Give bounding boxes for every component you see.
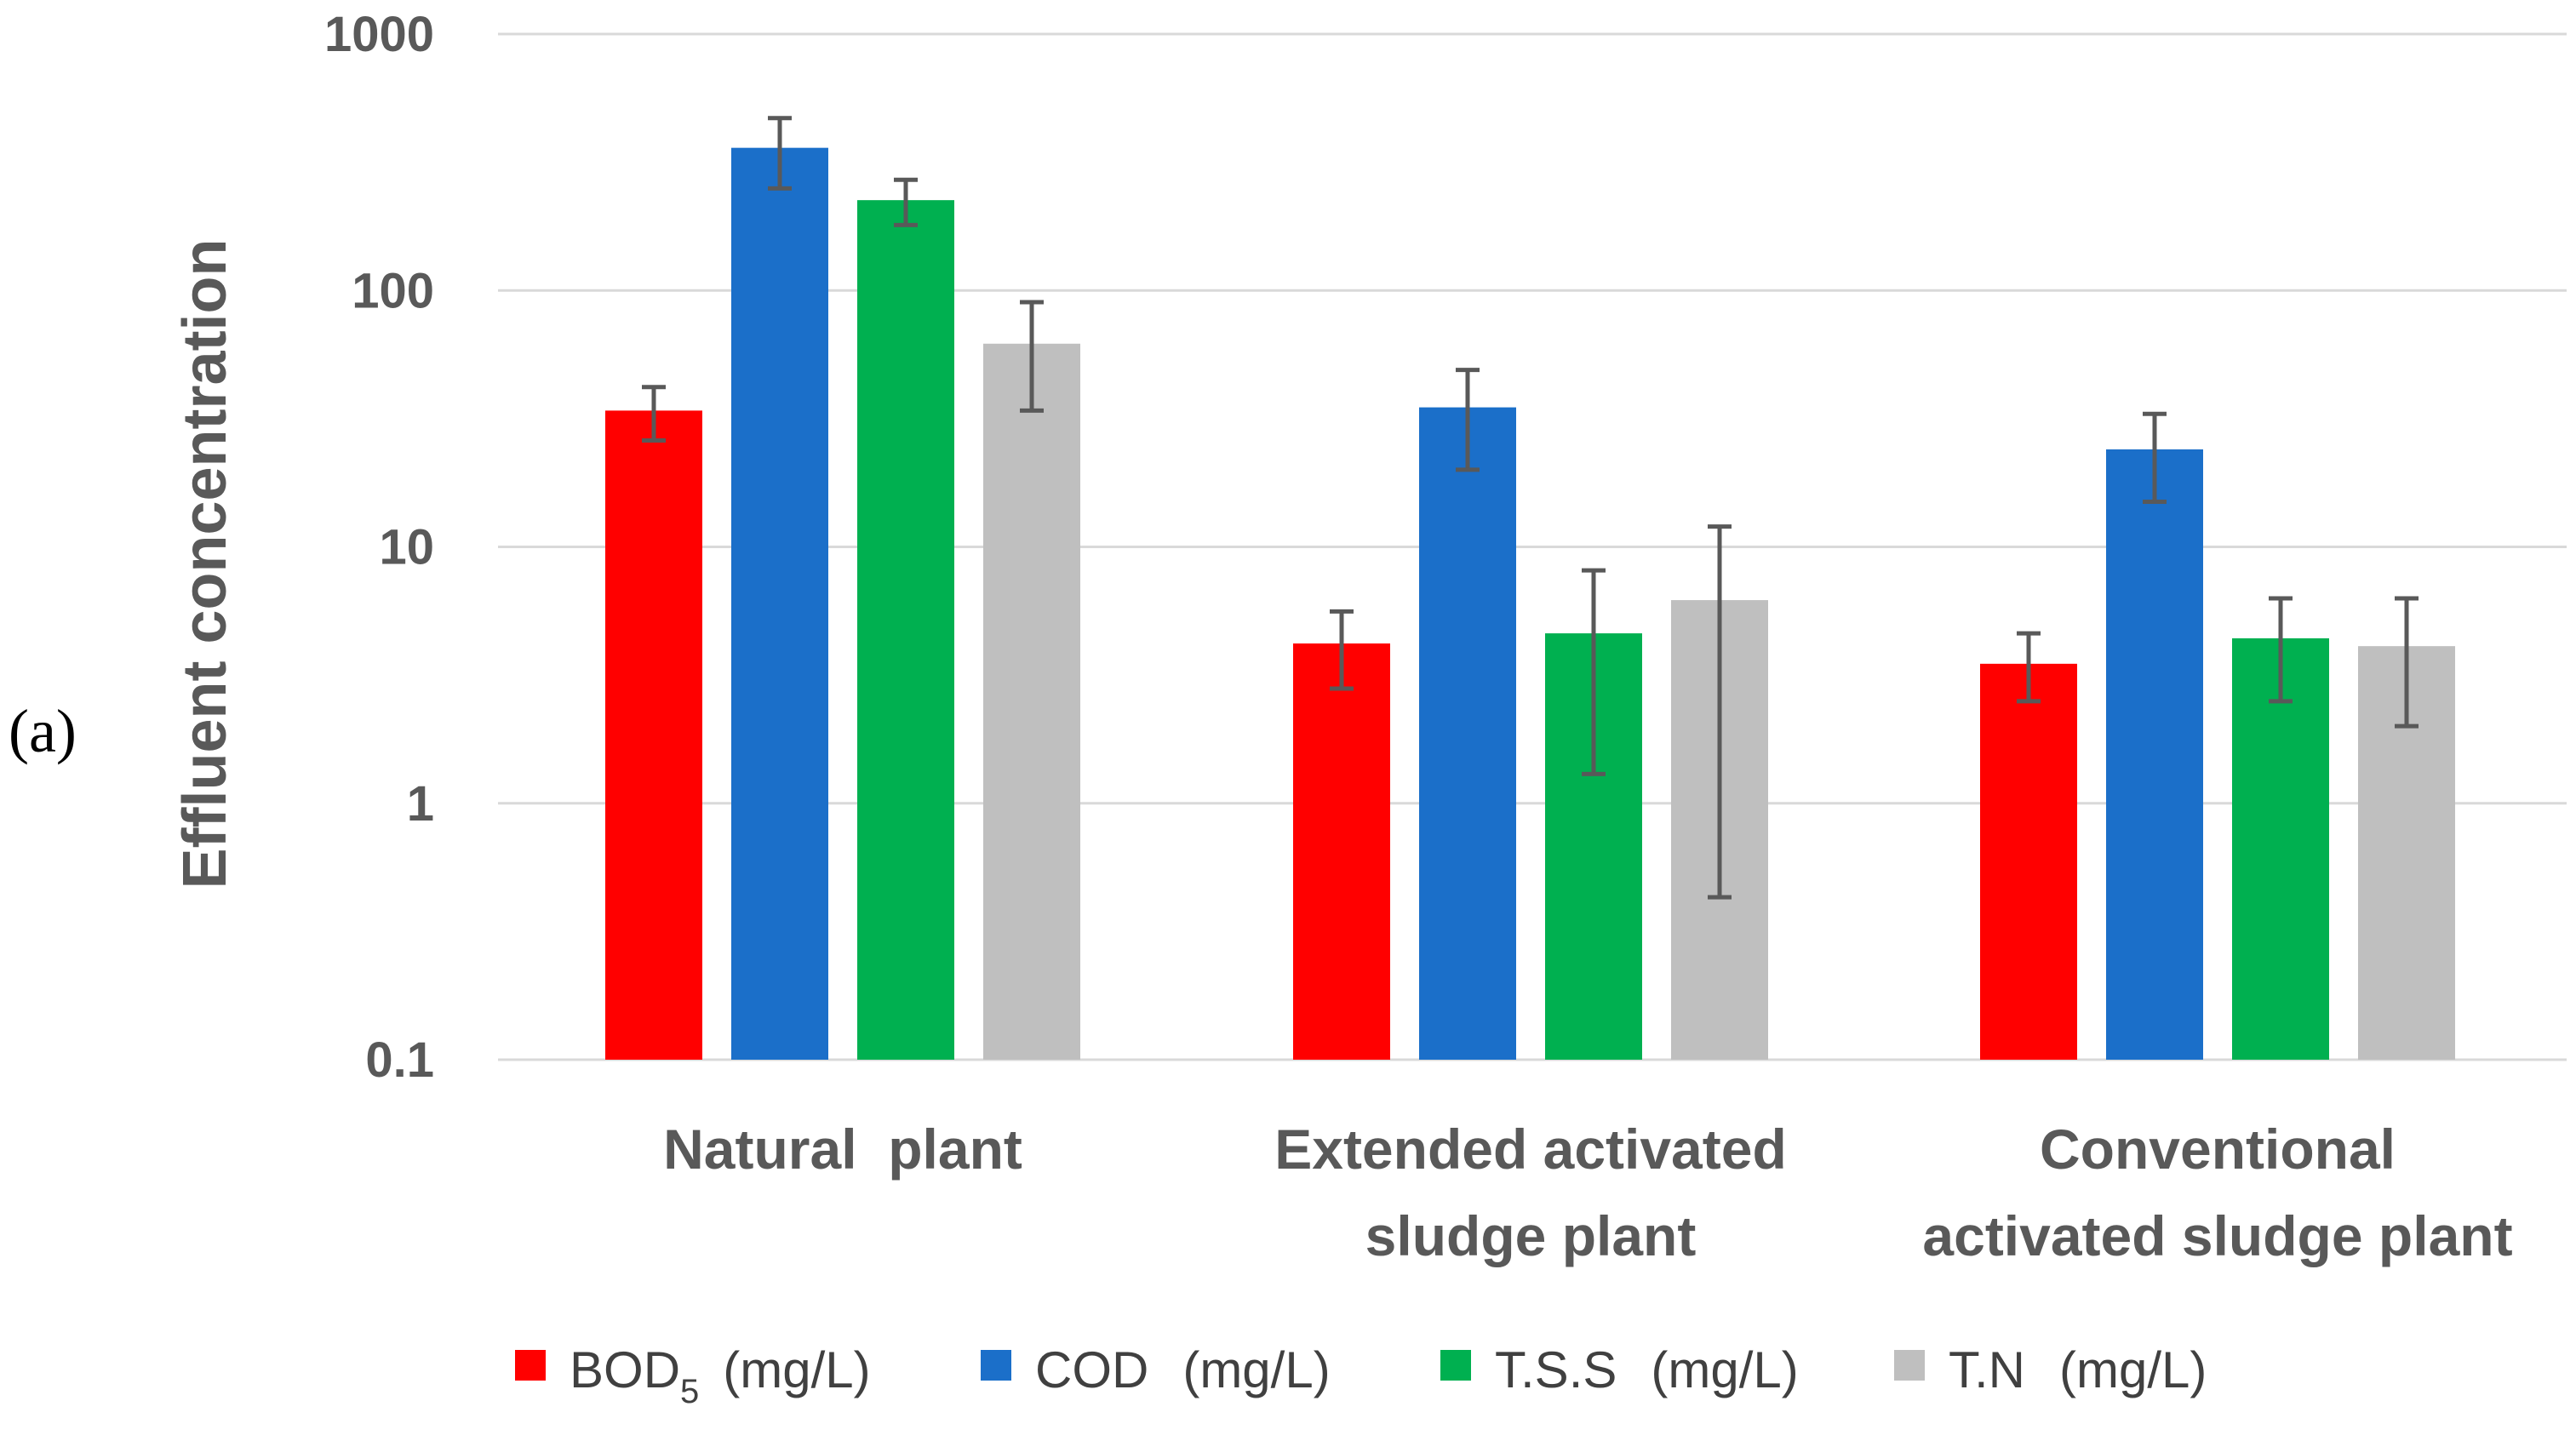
- legend: BOD5 (mg/L) COD (mg/L) T.S.S (mg/L) T.N (mg/L): [515, 1341, 2207, 1410]
- bar-tss-0: [857, 200, 954, 1060]
- y-tick-label: 0.1: [365, 1032, 434, 1088]
- legend-item: BOD5 (mg/L): [515, 1341, 871, 1410]
- category-label: Extended activated: [1274, 1118, 1787, 1181]
- error-bars: [642, 116, 2419, 900]
- bar-bod-2: [1980, 663, 2077, 1060]
- error-bar: [1020, 300, 1044, 413]
- bar-cod-1: [1419, 407, 1516, 1060]
- bar-tn-0: [983, 343, 1080, 1060]
- error-bar: [2269, 596, 2293, 704]
- legend-label: BOD5 (mg/L): [570, 1341, 871, 1410]
- error-bar: [768, 116, 792, 191]
- bar-bod-0: [605, 410, 702, 1060]
- legend-swatch: [1440, 1350, 1471, 1381]
- category-label: activated sludge plant: [1922, 1204, 2512, 1267]
- legend-swatch: [515, 1350, 546, 1381]
- bar-bod-1: [1293, 643, 1390, 1060]
- legend-label: COD (mg/L): [1035, 1341, 1331, 1398]
- panel-label: (a): [9, 697, 77, 765]
- error-bar: [894, 177, 918, 227]
- legend-label: T.N (mg/L): [1949, 1341, 2207, 1398]
- error-bar: [1582, 568, 1606, 776]
- category-label: Natural plant: [663, 1118, 1022, 1181]
- bar-tss-2: [2232, 638, 2329, 1060]
- y-tick-label: 10: [379, 520, 434, 575]
- category-label: sludge plant: [1365, 1204, 1697, 1267]
- error-bar: [2143, 411, 2167, 504]
- y-tick-label: 1000: [324, 7, 434, 62]
- legend-item: T.N (mg/L): [1894, 1341, 2207, 1398]
- error-bar: [1456, 368, 1480, 472]
- legend-label: T.S.S (mg/L): [1495, 1341, 1799, 1398]
- legend-item: COD (mg/L): [981, 1341, 1331, 1398]
- legend-swatch: [1894, 1350, 1925, 1381]
- error-bar: [2395, 596, 2419, 729]
- error-bar: [1708, 524, 1732, 900]
- y-tick-label: 1: [407, 776, 434, 832]
- y-axis-title: Effluent concentration: [171, 238, 239, 889]
- bar-cod-2: [2106, 449, 2203, 1060]
- category-label: Conventional: [2040, 1118, 2396, 1181]
- y-axis-ticks: 0.1 1 10 100 1000: [324, 7, 434, 1088]
- error-bar: [1330, 609, 1354, 691]
- error-bar: [2017, 631, 2041, 704]
- legend-item: T.S.S (mg/L): [1440, 1341, 1799, 1398]
- bar-cod-0: [731, 147, 828, 1061]
- error-bar: [642, 385, 666, 443]
- legend-swatch: [981, 1350, 1011, 1381]
- bars: [605, 147, 2455, 1061]
- gridlines: [498, 32, 2567, 1061]
- x-axis-labels: Natural plant Extended activated sludge pl…: [663, 1118, 2512, 1267]
- y-tick-label: 100: [352, 263, 434, 318]
